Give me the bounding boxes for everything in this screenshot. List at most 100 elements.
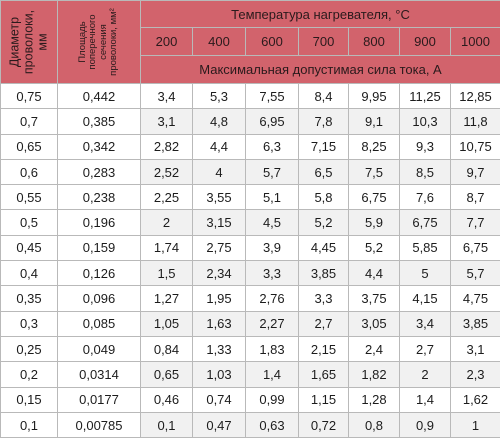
cell-current: 3,15 — [193, 210, 246, 235]
cell-current: 2 — [400, 362, 451, 387]
cell-diameter: 0,25 — [1, 336, 58, 361]
cell-current: 0,72 — [299, 412, 349, 437]
cell-current: 2,4 — [349, 336, 400, 361]
cell-area: 0,126 — [58, 261, 141, 286]
header-temp-900: 900 — [400, 28, 451, 56]
cell-current: 2,25 — [141, 185, 193, 210]
cell-current: 6,75 — [349, 185, 400, 210]
cell-current: 2,52 — [141, 159, 193, 184]
cell-current: 3,9 — [246, 235, 299, 260]
table-header: Диаметр проволоки, мм Площадь поперечног… — [1, 1, 500, 84]
cell-current: 8,25 — [349, 134, 400, 159]
cell-current: 12,85 — [451, 84, 500, 109]
cell-area: 0,385 — [58, 109, 141, 134]
cell-area: 0,342 — [58, 134, 141, 159]
cell-current: 3,4 — [141, 84, 193, 109]
cell-diameter: 0,6 — [1, 159, 58, 184]
cell-area: 0,00785 — [58, 412, 141, 437]
cell-current: 7,7 — [451, 210, 500, 235]
cell-area: 0,196 — [58, 210, 141, 235]
cell-current: 3,75 — [349, 286, 400, 311]
header-temp-200: 200 — [141, 28, 193, 56]
cell-current: 7,8 — [299, 109, 349, 134]
cell-current: 1,15 — [299, 387, 349, 412]
cell-current: 2,82 — [141, 134, 193, 159]
header-temp-1000: 1000 — [451, 28, 500, 56]
cell-current: 5,8 — [299, 185, 349, 210]
cell-current: 3,1 — [451, 336, 500, 361]
cell-current: 9,1 — [349, 109, 400, 134]
cell-area: 0,096 — [58, 286, 141, 311]
cell-current: 10,75 — [451, 134, 500, 159]
cell-current: 7,6 — [400, 185, 451, 210]
cell-current: 7,15 — [299, 134, 349, 159]
cell-current: 4,45 — [299, 235, 349, 260]
header-area: Площадь поперечного сечения проволоки, м… — [58, 1, 141, 84]
cell-current: 0,1 — [141, 412, 193, 437]
cell-current: 6,3 — [246, 134, 299, 159]
cell-area: 0,049 — [58, 336, 141, 361]
cell-diameter: 0,5 — [1, 210, 58, 235]
cell-current: 2,34 — [193, 261, 246, 286]
header-diameter: Диаметр проволоки, мм — [1, 1, 58, 84]
cell-diameter: 0,3 — [1, 311, 58, 336]
cell-current: 2,75 — [193, 235, 246, 260]
cell-current: 2,27 — [246, 311, 299, 336]
cell-current: 0,84 — [141, 336, 193, 361]
cell-current: 2,3 — [451, 362, 500, 387]
header-temperature-title: Температура нагревателя, °С — [141, 1, 500, 28]
cell-current: 5,2 — [349, 235, 400, 260]
cell-current: 9,7 — [451, 159, 500, 184]
cell-current: 3,1 — [141, 109, 193, 134]
cell-current: 0,9 — [400, 412, 451, 437]
cell-current: 3,3 — [299, 286, 349, 311]
cell-area: 0,442 — [58, 84, 141, 109]
cell-current: 0,74 — [193, 387, 246, 412]
cell-current: 1 — [451, 412, 500, 437]
cell-current: 0,8 — [349, 412, 400, 437]
cell-current: 4,8 — [193, 109, 246, 134]
cell-area: 0,159 — [58, 235, 141, 260]
header-temp-700: 700 — [299, 28, 349, 56]
cell-current: 2,7 — [299, 311, 349, 336]
cell-current: 5,2 — [299, 210, 349, 235]
cell-current: 1,4 — [246, 362, 299, 387]
cell-current: 11,25 — [400, 84, 451, 109]
cell-current: 0,63 — [246, 412, 299, 437]
cell-area: 0,0177 — [58, 387, 141, 412]
cell-current: 0,99 — [246, 387, 299, 412]
cell-current: 0,46 — [141, 387, 193, 412]
cell-diameter: 0,15 — [1, 387, 58, 412]
cell-current: 3,4 — [400, 311, 451, 336]
wire-current-table-container: Диаметр проволоки, мм Площадь поперечног… — [0, 0, 500, 423]
cell-current: 4 — [193, 159, 246, 184]
cell-current: 0,65 — [141, 362, 193, 387]
cell-current: 5,7 — [451, 261, 500, 286]
cell-diameter: 0,65 — [1, 134, 58, 159]
cell-current: 2,15 — [299, 336, 349, 361]
cell-current: 2,7 — [400, 336, 451, 361]
cell-area: 0,238 — [58, 185, 141, 210]
cell-current: 9,95 — [349, 84, 400, 109]
cell-current: 1,28 — [349, 387, 400, 412]
cell-current: 8,4 — [299, 84, 349, 109]
cell-current: 1,65 — [299, 362, 349, 387]
cell-current: 8,5 — [400, 159, 451, 184]
header-temp-800: 800 — [349, 28, 400, 56]
cell-current: 1,95 — [193, 286, 246, 311]
cell-current: 4,15 — [400, 286, 451, 311]
cell-current: 1,33 — [193, 336, 246, 361]
cell-current: 11,8 — [451, 109, 500, 134]
